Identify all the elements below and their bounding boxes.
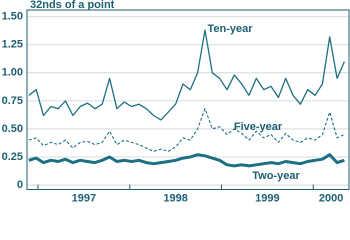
y-tick-label: 0.50 bbox=[2, 123, 23, 135]
y-axis-label: 32nds of a point bbox=[30, 0, 115, 11]
y-tick-label: 0.25 bbox=[2, 151, 23, 163]
x-tick-label: 2000 bbox=[319, 192, 343, 204]
y-tick-label: 1.25 bbox=[2, 39, 23, 51]
series-line bbox=[28, 29, 345, 121]
x-tick-label: 1998 bbox=[163, 192, 187, 204]
series-line bbox=[28, 108, 345, 152]
y-tick-label: 1.50 bbox=[2, 11, 23, 23]
y-tick-label: 0.75 bbox=[2, 95, 23, 107]
chart: 32nds of a point 0 0.25 0.50 0.75 1.00 1.25 1.… bbox=[2, 0, 350, 204]
series-label: Two-year bbox=[252, 170, 300, 182]
y-tick-label: 0 bbox=[17, 179, 23, 191]
series-label: Ten-year bbox=[207, 23, 253, 35]
series-label: Five-year bbox=[234, 121, 283, 133]
plot-frame bbox=[26, 9, 350, 190]
x-tick-label: 1999 bbox=[255, 192, 279, 204]
x-tick-label: 1997 bbox=[72, 192, 96, 204]
y-tick-label: 1.00 bbox=[2, 67, 23, 79]
series-line bbox=[28, 153, 345, 168]
